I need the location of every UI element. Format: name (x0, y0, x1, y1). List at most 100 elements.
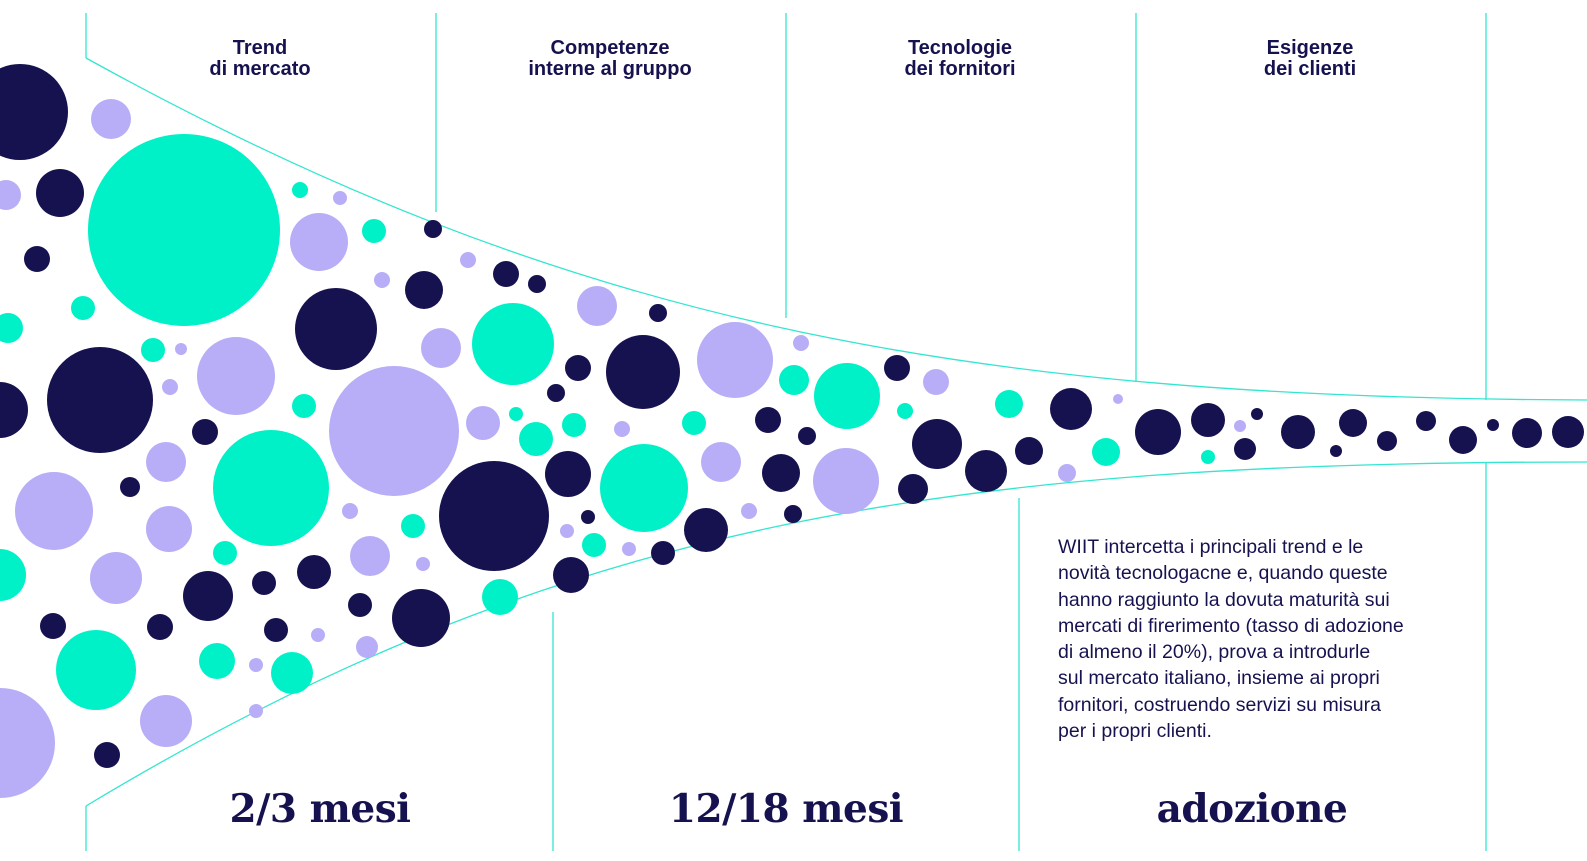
navy-bubble (40, 613, 66, 639)
navy-bubble (493, 261, 519, 287)
teal-bubble (292, 394, 316, 418)
teal-bubble (779, 365, 809, 395)
phase-label-12-18-months: 12/18 mesi (668, 786, 904, 832)
navy-bubble (1512, 418, 1542, 448)
navy-bubble (424, 220, 442, 238)
lavender-bubble (329, 366, 459, 496)
lavender-bubble (140, 695, 192, 747)
teal-bubble (509, 407, 523, 421)
funnel-edge (85, 57, 1587, 401)
navy-bubble (581, 510, 595, 524)
teal-bubble (1201, 450, 1215, 464)
navy-bubble (0, 382, 28, 438)
column-header-line: Esigenze (1266, 37, 1354, 59)
navy-bubble (1552, 416, 1584, 448)
navy-bubble (1191, 403, 1225, 437)
teal-bubble (271, 652, 313, 694)
teal-bubble (0, 313, 23, 343)
description-text: WIIT intercetta i principali trend e le … (1058, 534, 1478, 744)
navy-bubble (784, 505, 802, 523)
navy-bubble (297, 555, 331, 589)
description-line: novità tecnologacne e, quando queste (1058, 562, 1388, 585)
navy-bubble (762, 454, 800, 492)
navy-bubble (1251, 408, 1263, 420)
navy-bubble (684, 508, 728, 552)
navy-bubble (405, 271, 443, 309)
lavender-bubble (0, 180, 21, 210)
teal-bubble (213, 430, 329, 546)
navy-bubble (348, 593, 372, 617)
lavender-bubble (466, 406, 500, 440)
navy-bubble (545, 451, 591, 497)
teal-bubble (362, 219, 386, 243)
lavender-bubble (342, 503, 358, 519)
navy-bubble (183, 571, 233, 621)
column-header-line: Trend (232, 37, 288, 59)
navy-bubble (651, 541, 675, 565)
column-header-supplier-tech: Tecnologie dei fornitori (795, 38, 1125, 80)
phase-label-adoption: adozione (1156, 786, 1348, 832)
lavender-bubble (146, 442, 186, 482)
teal-bubble (682, 411, 706, 435)
column-dividers (85, 13, 1487, 851)
navy-bubble (24, 246, 50, 272)
column-header-line: Competenze (550, 37, 670, 59)
teal-bubble (0, 549, 26, 601)
navy-bubble (1330, 445, 1342, 457)
teal-bubble (897, 403, 913, 419)
lavender-bubble (577, 286, 617, 326)
lavender-bubble (249, 704, 263, 718)
teal-bubble (562, 413, 586, 437)
column-header-client-needs: Esigenze dei clienti (1145, 38, 1475, 80)
navy-bubble (1377, 431, 1397, 451)
navy-bubble (264, 618, 288, 642)
teal-bubble (401, 514, 425, 538)
teal-bubble (199, 643, 235, 679)
description-line: per i propri clienti. (1058, 720, 1212, 743)
navy-bubble (1234, 438, 1256, 460)
navy-bubble (0, 64, 68, 160)
navy-bubble (147, 614, 173, 640)
column-header-line: dei fornitori (904, 58, 1016, 80)
navy-bubble (439, 461, 549, 571)
lavender-bubble (91, 99, 131, 139)
navy-bubble (912, 419, 962, 469)
navy-bubble (528, 275, 546, 293)
lavender-bubble (813, 448, 879, 514)
lavender-bubble (249, 658, 263, 672)
column-header-internal-skills: Competenze interne al gruppo (445, 38, 775, 80)
teal-bubble (88, 134, 280, 326)
navy-bubble (47, 347, 153, 453)
navy-bubble (192, 419, 218, 445)
lavender-bubble (333, 191, 347, 205)
lavender-bubble (146, 506, 192, 552)
teal-bubble (56, 630, 136, 710)
navy-bubble (553, 557, 589, 593)
navy-bubble (1015, 437, 1043, 465)
teal-bubble (292, 182, 308, 198)
lavender-bubble (1234, 420, 1246, 432)
teal-bubble (213, 541, 237, 565)
navy-bubble (965, 450, 1007, 492)
navy-bubble (120, 477, 140, 497)
navy-bubble (884, 355, 910, 381)
lavender-bubble (290, 213, 348, 271)
teal-bubble (995, 390, 1023, 418)
navy-bubble (898, 474, 928, 504)
navy-bubble (392, 589, 450, 647)
lavender-bubble (1113, 394, 1123, 404)
teal-bubble (519, 422, 553, 456)
lavender-bubble (421, 328, 461, 368)
lavender-bubble (162, 379, 178, 395)
lavender-bubble (350, 536, 390, 576)
lavender-bubble (197, 337, 275, 415)
teal-bubble (71, 296, 95, 320)
lavender-bubble (923, 369, 949, 395)
navy-bubble (547, 384, 565, 402)
bubble-cluster (0, 64, 1584, 798)
lavender-bubble (416, 557, 430, 571)
teal-bubble (814, 363, 880, 429)
navy-bubble (1487, 419, 1499, 431)
lavender-bubble (356, 636, 378, 658)
